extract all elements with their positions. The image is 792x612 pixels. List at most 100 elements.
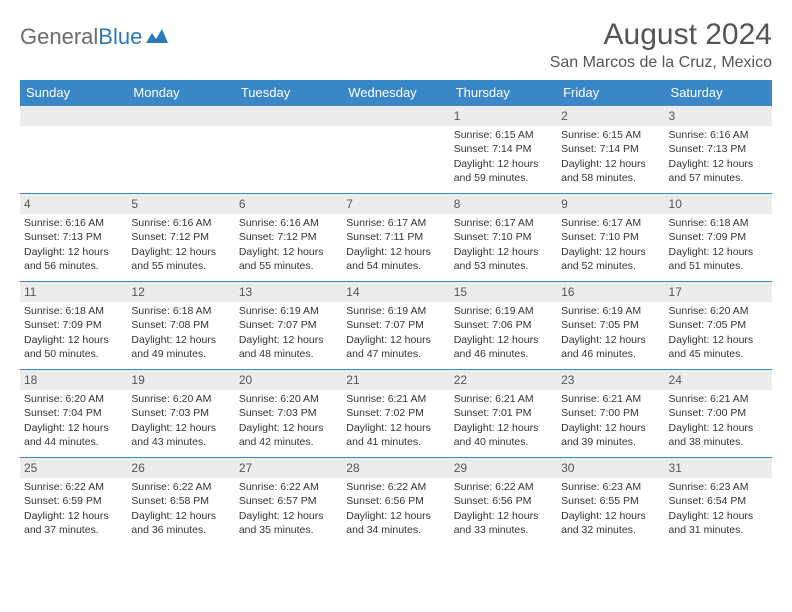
dl1-line: Daylight: 12 hours	[669, 157, 768, 171]
calendar-cell: 7Sunrise: 6:17 AMSunset: 7:11 PMDaylight…	[342, 194, 449, 282]
brand-part2: Blue	[98, 24, 142, 50]
calendar-cell: 15Sunrise: 6:19 AMSunset: 7:06 PMDayligh…	[450, 282, 557, 370]
sunrise-line: Sunrise: 6:21 AM	[669, 392, 768, 406]
day-number: 5	[127, 194, 234, 214]
dl1-line: Daylight: 12 hours	[24, 509, 123, 523]
day-number: 7	[342, 194, 449, 214]
sunset-line: Sunset: 6:54 PM	[669, 494, 768, 508]
sunset-line: Sunset: 6:55 PM	[561, 494, 660, 508]
calendar-cell: 3Sunrise: 6:16 AMSunset: 7:13 PMDaylight…	[665, 106, 772, 194]
sunrise-line: Sunrise: 6:20 AM	[239, 392, 338, 406]
sunset-line: Sunset: 7:09 PM	[24, 318, 123, 332]
calendar-cell	[235, 106, 342, 194]
weekday-header: Wednesday	[342, 80, 449, 106]
dl2-line: and 56 minutes.	[24, 259, 123, 273]
calendar-week-row: 25Sunrise: 6:22 AMSunset: 6:59 PMDayligh…	[20, 458, 772, 546]
sunrise-line: Sunrise: 6:23 AM	[561, 480, 660, 494]
day-number: 16	[557, 282, 664, 302]
dl2-line: and 55 minutes.	[131, 259, 230, 273]
calendar-week-row: 1Sunrise: 6:15 AMSunset: 7:14 PMDaylight…	[20, 106, 772, 194]
sunset-line: Sunset: 6:58 PM	[131, 494, 230, 508]
sunrise-line: Sunrise: 6:21 AM	[561, 392, 660, 406]
sunset-line: Sunset: 6:57 PM	[239, 494, 338, 508]
weekday-header: Sunday	[20, 80, 127, 106]
dl1-line: Daylight: 12 hours	[346, 421, 445, 435]
day-number: 26	[127, 458, 234, 478]
dl1-line: Daylight: 12 hours	[561, 157, 660, 171]
dl1-line: Daylight: 12 hours	[669, 333, 768, 347]
sunset-line: Sunset: 6:56 PM	[454, 494, 553, 508]
calendar-cell: 4Sunrise: 6:16 AMSunset: 7:13 PMDaylight…	[20, 194, 127, 282]
sunset-line: Sunset: 7:04 PM	[24, 406, 123, 420]
dl1-line: Daylight: 12 hours	[239, 333, 338, 347]
dl2-line: and 51 minutes.	[669, 259, 768, 273]
day-number: 24	[665, 370, 772, 390]
calendar-cell: 18Sunrise: 6:20 AMSunset: 7:04 PMDayligh…	[20, 370, 127, 458]
sunset-line: Sunset: 6:59 PM	[24, 494, 123, 508]
day-number: 4	[20, 194, 127, 214]
day-number: 10	[665, 194, 772, 214]
day-number: 13	[235, 282, 342, 302]
sunrise-line: Sunrise: 6:22 AM	[24, 480, 123, 494]
dl2-line: and 44 minutes.	[24, 435, 123, 449]
dl2-line: and 34 minutes.	[346, 523, 445, 537]
calendar-cell: 24Sunrise: 6:21 AMSunset: 7:00 PMDayligh…	[665, 370, 772, 458]
sunrise-line: Sunrise: 6:20 AM	[669, 304, 768, 318]
dl1-line: Daylight: 12 hours	[669, 245, 768, 259]
sunset-line: Sunset: 7:14 PM	[454, 142, 553, 156]
sunrise-line: Sunrise: 6:16 AM	[131, 216, 230, 230]
sunset-line: Sunset: 7:07 PM	[239, 318, 338, 332]
calendar-cell: 26Sunrise: 6:22 AMSunset: 6:58 PMDayligh…	[127, 458, 234, 546]
dl1-line: Daylight: 12 hours	[561, 421, 660, 435]
dl1-line: Daylight: 12 hours	[669, 509, 768, 523]
calendar-cell: 25Sunrise: 6:22 AMSunset: 6:59 PMDayligh…	[20, 458, 127, 546]
day-number: 15	[450, 282, 557, 302]
dl2-line: and 38 minutes.	[669, 435, 768, 449]
dl1-line: Daylight: 12 hours	[561, 245, 660, 259]
sunset-line: Sunset: 7:07 PM	[346, 318, 445, 332]
day-number: 23	[557, 370, 664, 390]
dl1-line: Daylight: 12 hours	[454, 245, 553, 259]
dl1-line: Daylight: 12 hours	[454, 157, 553, 171]
sunrise-line: Sunrise: 6:17 AM	[561, 216, 660, 230]
sunset-line: Sunset: 7:10 PM	[561, 230, 660, 244]
calendar-body: 1Sunrise: 6:15 AMSunset: 7:14 PMDaylight…	[20, 106, 772, 546]
dl1-line: Daylight: 12 hours	[346, 245, 445, 259]
sunrise-line: Sunrise: 6:16 AM	[24, 216, 123, 230]
dl2-line: and 54 minutes.	[346, 259, 445, 273]
dl1-line: Daylight: 12 hours	[239, 245, 338, 259]
dl1-line: Daylight: 12 hours	[24, 245, 123, 259]
day-number: 29	[450, 458, 557, 478]
calendar-cell: 22Sunrise: 6:21 AMSunset: 7:01 PMDayligh…	[450, 370, 557, 458]
day-number-empty	[235, 106, 342, 126]
dl1-line: Daylight: 12 hours	[24, 421, 123, 435]
sunrise-line: Sunrise: 6:22 AM	[239, 480, 338, 494]
dl2-line: and 36 minutes.	[131, 523, 230, 537]
dl2-line: and 31 minutes.	[669, 523, 768, 537]
sunset-line: Sunset: 7:00 PM	[561, 406, 660, 420]
sunrise-line: Sunrise: 6:22 AM	[346, 480, 445, 494]
calendar-cell: 5Sunrise: 6:16 AMSunset: 7:12 PMDaylight…	[127, 194, 234, 282]
brand-part1: General	[20, 24, 98, 50]
day-number: 21	[342, 370, 449, 390]
sunset-line: Sunset: 7:11 PM	[346, 230, 445, 244]
weekday-header: Friday	[557, 80, 664, 106]
calendar-cell: 31Sunrise: 6:23 AMSunset: 6:54 PMDayligh…	[665, 458, 772, 546]
calendar-page: GeneralBlue August 2024 San Marcos de la…	[0, 0, 792, 546]
dl1-line: Daylight: 12 hours	[454, 333, 553, 347]
weekday-header: Tuesday	[235, 80, 342, 106]
title-block: August 2024 San Marcos de la Cruz, Mexic…	[550, 18, 772, 72]
calendar-cell: 20Sunrise: 6:20 AMSunset: 7:03 PMDayligh…	[235, 370, 342, 458]
dl2-line: and 53 minutes.	[454, 259, 553, 273]
calendar-cell	[342, 106, 449, 194]
dl2-line: and 58 minutes.	[561, 171, 660, 185]
day-number: 14	[342, 282, 449, 302]
dl1-line: Daylight: 12 hours	[131, 245, 230, 259]
flag-icon	[146, 29, 168, 45]
sunrise-line: Sunrise: 6:19 AM	[561, 304, 660, 318]
dl2-line: and 55 minutes.	[239, 259, 338, 273]
calendar-cell	[127, 106, 234, 194]
day-number: 11	[20, 282, 127, 302]
calendar-cell: 21Sunrise: 6:21 AMSunset: 7:02 PMDayligh…	[342, 370, 449, 458]
dl1-line: Daylight: 12 hours	[454, 509, 553, 523]
